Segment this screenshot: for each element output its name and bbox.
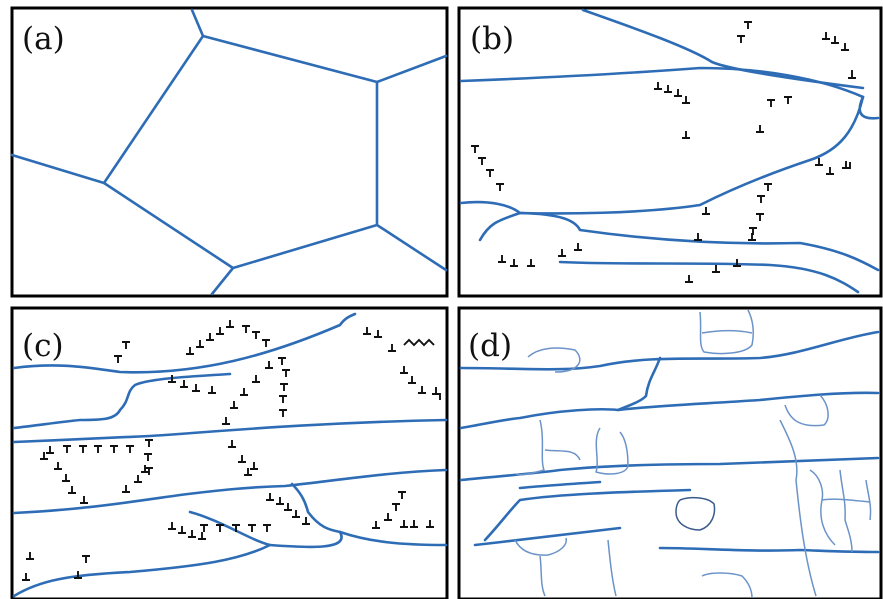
panel-d: (d) (457, 306, 883, 599)
panel-b-grain-boundaries (459, 8, 880, 294)
panel-c: (c) (10, 306, 449, 599)
panel-a: (a) (10, 6, 449, 298)
panel-d-grain-boundaries (459, 330, 880, 554)
panel-d-label: (d) (468, 328, 512, 364)
panel-c-label: (c) (22, 328, 64, 364)
dislocation-cluster (737, 21, 856, 79)
panel-a-label: (a) (22, 21, 65, 57)
dislocation-cluster (22, 552, 90, 581)
dislocation-cluster (40, 439, 258, 504)
dislocation-cluster (471, 145, 504, 191)
panel-b: (b) (457, 6, 883, 298)
panel-b-label: (b) (470, 21, 514, 57)
panel-c-frame (10, 306, 449, 599)
panel-a-frame (10, 6, 449, 298)
panel-c-grain-boundaries (12, 312, 448, 598)
dislocation-cluster (685, 158, 851, 283)
dislocation-cluster (498, 243, 582, 267)
panel-b-dislocations (471, 21, 856, 283)
dislocation-cluster (114, 320, 435, 363)
panel-b-frame (457, 6, 883, 298)
dislocation-cluster (654, 82, 792, 139)
dislocation-cluster (168, 491, 434, 540)
panel-d-frame (457, 306, 883, 599)
panel-a-grain-boundaries (10, 8, 448, 296)
panel-c-dislocations (22, 320, 441, 581)
dislocation-cluster (168, 357, 441, 425)
panel-d-subgrain-boundaries (514, 309, 872, 599)
